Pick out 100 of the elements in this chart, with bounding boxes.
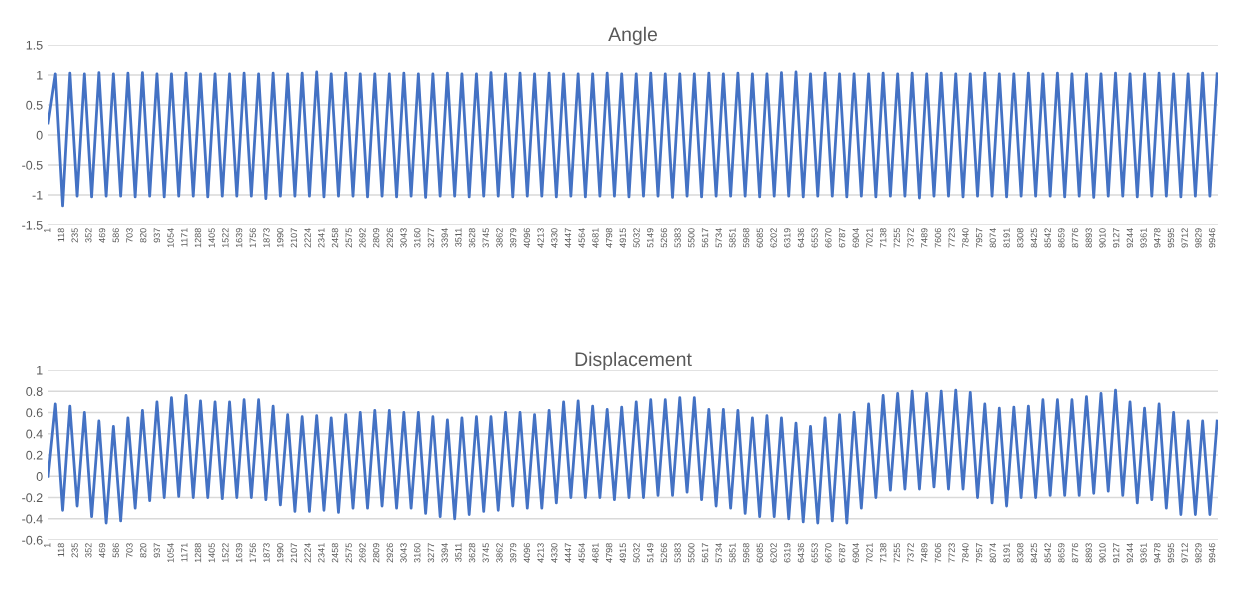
y-tick-label: -0.6 bbox=[22, 535, 43, 545]
x-tick-label: 1639 bbox=[235, 228, 243, 248]
x-tick-label: 8893 bbox=[1085, 228, 1092, 248]
x-tick-label: 352 bbox=[85, 543, 92, 558]
x-tick-label: 2224 bbox=[304, 543, 311, 563]
x-tick-label: 3979 bbox=[509, 228, 517, 248]
x-tick-label: 3277 bbox=[427, 228, 435, 248]
x-tick-label: 8191 bbox=[1003, 228, 1010, 248]
x-tick-label: 6904 bbox=[852, 228, 859, 248]
x-tick-label: 6670 bbox=[825, 228, 832, 248]
x-tick-label: 3745 bbox=[482, 543, 489, 563]
x-tick-label: 3511 bbox=[455, 543, 462, 562]
x-tick-label: 4681 bbox=[592, 228, 599, 248]
x-tick-label: 469 bbox=[98, 228, 106, 243]
x-tick-label: 3394 bbox=[441, 543, 448, 563]
x-tick-label: 1873 bbox=[263, 543, 270, 563]
x-tick-label: 8074 bbox=[989, 228, 996, 248]
x-tick-label: 6436 bbox=[797, 228, 805, 248]
x-tick-label: 4447 bbox=[564, 543, 572, 563]
x-tick-label: 1522 bbox=[222, 228, 229, 248]
x-tick-label: 2575 bbox=[345, 228, 352, 248]
x-tick-label: 9010 bbox=[1099, 228, 1106, 248]
x-tick-label: 7138 bbox=[879, 543, 887, 563]
x-tick-label: 3043 bbox=[400, 543, 407, 563]
x-tick-label: 6319 bbox=[784, 543, 791, 563]
x-tick-label: 7606 bbox=[934, 228, 942, 248]
x-tick-label: 9127 bbox=[1112, 543, 1120, 563]
x-tick-label: 1288 bbox=[194, 228, 202, 248]
x-tick-label: 3160 bbox=[414, 543, 421, 563]
x-tick-label: 4447 bbox=[564, 228, 572, 248]
x-tick-label: 8776 bbox=[1071, 228, 1079, 248]
x-tick-label: 703 bbox=[126, 228, 133, 243]
x-tick-label: 937 bbox=[153, 228, 161, 243]
line-series bbox=[48, 388, 1218, 525]
x-tick-label: 1171 bbox=[181, 543, 188, 562]
x-tick-label: 1054 bbox=[167, 228, 174, 248]
x-tick-label: 7255 bbox=[893, 228, 901, 248]
x-tick-label: 8542 bbox=[1044, 228, 1051, 248]
x-tick-label: 586 bbox=[112, 543, 119, 558]
x-tick-label: 7723 bbox=[948, 543, 955, 563]
x-tick-label: 2692 bbox=[359, 228, 366, 248]
x-tick-label: 2575 bbox=[345, 543, 352, 563]
x-tick-label: 2926 bbox=[386, 543, 394, 563]
x-tick-label: 118 bbox=[57, 228, 65, 242]
x-tick-label: 8659 bbox=[1058, 543, 1065, 563]
x-tick-label: 1054 bbox=[167, 543, 174, 563]
x-tick-label: 4798 bbox=[605, 543, 613, 563]
x-tick-label: 7489 bbox=[921, 543, 928, 563]
x-tick-label: 4915 bbox=[619, 228, 626, 248]
x-tick-label: 352 bbox=[85, 228, 92, 243]
x-tick-label: 1873 bbox=[263, 228, 270, 248]
x-tick-label: 3511 bbox=[455, 228, 462, 247]
x-tick-label: 4564 bbox=[578, 228, 585, 248]
x-tick-label: 3628 bbox=[468, 228, 476, 248]
x-tick-label: 3628 bbox=[468, 543, 476, 563]
x-tick-label: 3862 bbox=[496, 228, 503, 248]
x-tick-label: 3862 bbox=[496, 543, 503, 563]
chart-title: Angle bbox=[608, 26, 657, 45]
x-tick-label: 6553 bbox=[811, 228, 818, 248]
x-tick-label: 9361 bbox=[1140, 543, 1147, 563]
x-tick-label: 8425 bbox=[1030, 228, 1038, 248]
x-tick-label: 5851 bbox=[729, 228, 736, 248]
x-tick-label: 7372 bbox=[907, 228, 914, 248]
x-tick-label: 6436 bbox=[797, 543, 805, 563]
x-tick-label: 1 bbox=[44, 543, 51, 548]
y-tick-label: -1 bbox=[32, 190, 43, 200]
y-tick-label: 0 bbox=[36, 130, 43, 140]
x-tick-label: 7723 bbox=[948, 228, 955, 248]
x-tick-label: 3745 bbox=[482, 228, 489, 248]
x-tick-label: 1756 bbox=[249, 543, 256, 563]
x-tick-label: 6202 bbox=[770, 543, 777, 563]
x-tick-label: 5500 bbox=[688, 228, 695, 248]
x-tick-label: 6085 bbox=[756, 543, 764, 563]
y-tick-label: 0.8 bbox=[26, 387, 43, 396]
x-tick-label: 8542 bbox=[1044, 543, 1051, 563]
x-tick-label: 2809 bbox=[372, 543, 380, 563]
x-tick-label: 6085 bbox=[756, 228, 764, 248]
x-tick-label: 5032 bbox=[633, 228, 640, 248]
x-tick-label: 6787 bbox=[838, 543, 846, 563]
x-tick-label: 4798 bbox=[605, 228, 613, 248]
x-tick-label: 9244 bbox=[1126, 228, 1134, 248]
x-tick-label: 5734 bbox=[715, 228, 722, 248]
x-tick-label: 7138 bbox=[879, 228, 887, 248]
x-tick-label: 7840 bbox=[962, 543, 969, 563]
x-tick-label: 5734 bbox=[715, 543, 722, 563]
y-tick-label: 0.4 bbox=[26, 429, 43, 439]
x-tick-label: 5617 bbox=[701, 228, 709, 248]
x-tick-label: 4915 bbox=[619, 543, 626, 563]
x-tick-label: 4564 bbox=[578, 543, 585, 563]
x-tick-label: 1990 bbox=[277, 543, 284, 563]
x-tick-label: 4096 bbox=[523, 228, 531, 248]
x-tick-label: 937 bbox=[153, 543, 161, 558]
x-tick-label: 1 bbox=[44, 228, 51, 233]
x-tick-label: 9946 bbox=[1208, 228, 1216, 248]
x-tick-label: 9244 bbox=[1126, 543, 1134, 563]
x-tick-label: 2341 bbox=[318, 543, 325, 563]
x-tick-label: 9946 bbox=[1208, 543, 1216, 563]
y-tick-label: -0.4 bbox=[22, 514, 43, 524]
x-tick-label: 2926 bbox=[386, 228, 394, 248]
x-tick-label: 8191 bbox=[1003, 543, 1010, 563]
